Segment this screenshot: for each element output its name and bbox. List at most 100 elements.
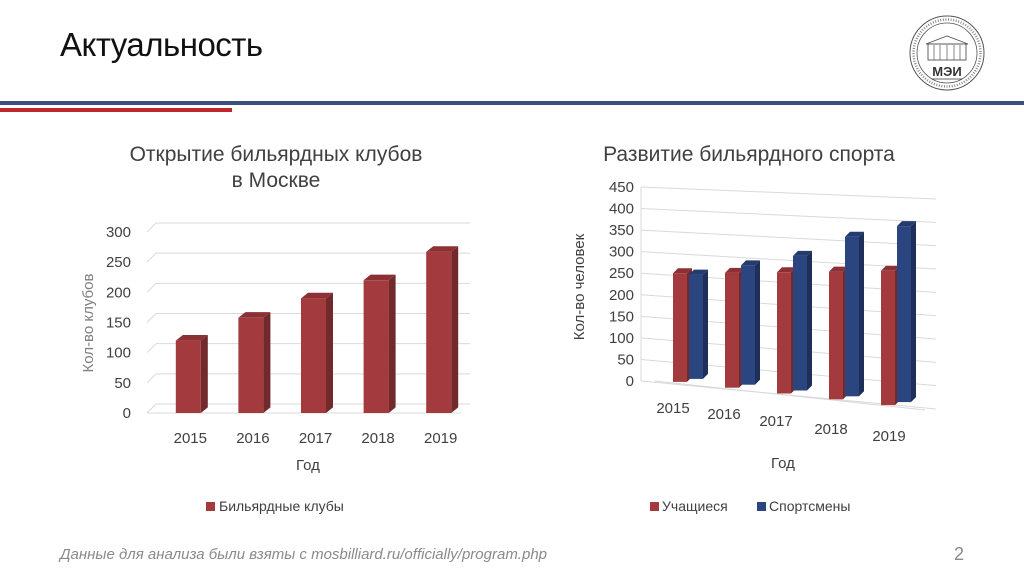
x-tick-label: 2016 bbox=[707, 406, 740, 423]
y-axis-label: Кол-во клубов bbox=[80, 274, 97, 373]
bar-clubs-2018 bbox=[363, 280, 389, 413]
header-rule-red bbox=[0, 108, 232, 112]
x-tick-label: 2015 bbox=[174, 430, 207, 447]
y-tick-label: 450 bbox=[609, 179, 634, 196]
y-tick-label: 400 bbox=[609, 201, 634, 218]
bar-side bbox=[388, 274, 396, 413]
bar-athletes-2019 bbox=[897, 226, 911, 403]
floor-front-edge bbox=[654, 380, 926, 411]
legend-label-clubs: Бильярдные клубы bbox=[219, 498, 344, 514]
x-tick-label: 2018 bbox=[361, 430, 394, 447]
bar-athletes-2015 bbox=[689, 274, 703, 379]
bar-side bbox=[791, 267, 796, 394]
y-tick-label: 300 bbox=[609, 244, 634, 261]
chart-title: в Москве bbox=[232, 169, 321, 192]
header-rule-blue bbox=[0, 101, 1024, 105]
y-tick-label: 50 bbox=[617, 351, 634, 368]
chart-title: Открытие бильярдных клубов bbox=[130, 143, 423, 166]
bar-athletes-2018 bbox=[845, 236, 859, 397]
bar-side bbox=[451, 246, 459, 413]
x-tick-label: 2018 bbox=[814, 421, 847, 438]
bar-top bbox=[741, 260, 760, 266]
y-tick-label: 250 bbox=[106, 254, 131, 271]
legend-label-students: Учащиеся bbox=[662, 498, 728, 514]
chart-title: Развитие бильярдного спорта bbox=[603, 143, 895, 166]
bar-side bbox=[263, 312, 271, 413]
y-tick-label: 100 bbox=[609, 330, 634, 347]
y-tick-label: 200 bbox=[106, 284, 131, 301]
legend-swatch-clubs bbox=[206, 502, 215, 511]
bar-top bbox=[829, 266, 848, 272]
y-axis-label: Кол-во человек bbox=[571, 233, 588, 340]
bar-students-2019 bbox=[881, 270, 895, 406]
gridline bbox=[640, 294, 937, 317]
x-tick-label: 2017 bbox=[759, 413, 792, 430]
bar-top bbox=[793, 250, 812, 256]
slide-title: Актуальность bbox=[60, 26, 263, 63]
bar-top bbox=[845, 231, 864, 237]
y-tick-label: 0 bbox=[626, 373, 634, 390]
source-note: Данные для анализа были взяты с mosbilli… bbox=[60, 546, 548, 563]
gridline-side bbox=[146, 282, 157, 293]
bar-top bbox=[363, 274, 396, 281]
bar-clubs-2015 bbox=[175, 340, 201, 413]
x-axis-label: Год bbox=[771, 455, 795, 472]
gridline-side bbox=[146, 252, 157, 263]
bar-top bbox=[175, 335, 208, 341]
gridline-side bbox=[146, 313, 157, 323]
y-tick-label: 50 bbox=[114, 375, 131, 392]
bar-side bbox=[687, 268, 692, 382]
bar-side bbox=[200, 335, 208, 413]
page-number: 2 bbox=[954, 544, 965, 564]
bar-top bbox=[301, 292, 333, 299]
bar-clubs-2016 bbox=[238, 317, 264, 413]
bar-athletes-2016 bbox=[741, 265, 755, 385]
bar-side bbox=[739, 267, 744, 388]
bar-top bbox=[673, 268, 692, 274]
bar-top bbox=[238, 312, 271, 318]
y-tick-label: 350 bbox=[609, 222, 634, 239]
bar-students-2018 bbox=[829, 271, 843, 400]
bar-side bbox=[807, 250, 812, 391]
x-tick-label: 2019 bbox=[424, 430, 457, 447]
y-tick-label: 200 bbox=[609, 287, 634, 304]
legend-swatch-students bbox=[650, 502, 659, 511]
bar-athletes-2017 bbox=[793, 255, 807, 391]
gridline bbox=[640, 229, 937, 247]
bar-side bbox=[895, 265, 900, 406]
legend-swatch-athletes bbox=[757, 502, 766, 511]
bar-top bbox=[777, 267, 796, 273]
logo-text: МЭИ bbox=[932, 64, 961, 79]
x-tick-label: 2015 bbox=[656, 400, 689, 417]
x-axis-label: Год bbox=[296, 457, 320, 474]
legend-label-athletes: Спортсмены bbox=[769, 498, 850, 514]
gridline bbox=[640, 251, 937, 270]
gridline bbox=[640, 380, 937, 410]
bar-side bbox=[843, 266, 848, 400]
university-logo: МЭИ bbox=[909, 15, 985, 91]
gridline bbox=[640, 186, 937, 200]
gridline bbox=[640, 337, 937, 363]
bar-students-2015 bbox=[673, 273, 687, 382]
x-tick-label: 2019 bbox=[872, 428, 905, 445]
x-tick-label: 2016 bbox=[236, 430, 269, 447]
gridline bbox=[640, 315, 937, 340]
bar-side bbox=[755, 260, 760, 385]
bar-side bbox=[326, 292, 333, 413]
bar-students-2017 bbox=[777, 272, 791, 394]
bar-clubs-2019 bbox=[426, 251, 452, 413]
gridline-side bbox=[146, 343, 157, 354]
y-tick-label: 300 bbox=[106, 224, 131, 241]
bar-top bbox=[426, 246, 459, 252]
y-tick-label: 150 bbox=[106, 315, 131, 332]
bar-side bbox=[911, 221, 916, 403]
bar-side bbox=[859, 231, 864, 397]
bar-top bbox=[881, 265, 900, 271]
bar-students-2016 bbox=[725, 272, 739, 388]
gridline bbox=[640, 272, 937, 293]
y-tick-label: 250 bbox=[609, 265, 634, 282]
gridline bbox=[640, 208, 937, 223]
x-tick-label: 2017 bbox=[299, 430, 332, 447]
